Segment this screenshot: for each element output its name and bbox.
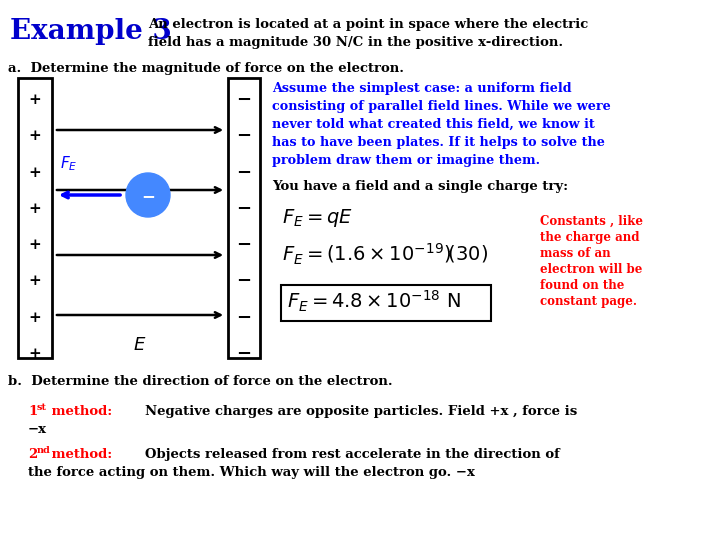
Circle shape (126, 173, 170, 217)
Text: $E$: $E$ (133, 336, 147, 354)
Bar (18, 78, 52, 358)
Text: Assume the simplest case: a uniform field: Assume the simplest case: a uniform fiel… (272, 82, 572, 95)
Text: method:: method: (47, 448, 112, 461)
Text: +: + (29, 93, 41, 107)
Text: 2: 2 (28, 448, 37, 461)
Text: +: + (29, 202, 41, 216)
Text: An electron is located at a point in space where the electric: An electron is located at a point in spa… (148, 18, 588, 31)
Text: has to have been plates. If it helps to solve the: has to have been plates. If it helps to … (272, 136, 605, 149)
Text: problem draw them or imagine them.: problem draw them or imagine them. (272, 154, 540, 167)
Text: +: + (29, 166, 41, 180)
Text: +: + (29, 238, 41, 252)
Bar (228, 78, 260, 358)
Text: $F_E = qE$: $F_E = qE$ (282, 207, 353, 229)
Text: −: − (236, 236, 251, 254)
Text: −: − (236, 345, 251, 363)
Text: +: + (29, 274, 41, 288)
Text: consisting of parallel field lines. While we were: consisting of parallel field lines. Whil… (272, 100, 611, 113)
Text: $F_E$: $F_E$ (60, 154, 78, 173)
Text: field has a magnitude 30 N/C in the positive x-direction.: field has a magnitude 30 N/C in the posi… (148, 36, 563, 49)
Text: −: − (236, 272, 251, 291)
Text: found on the: found on the (540, 279, 624, 292)
Text: You have a field and a single charge try:: You have a field and a single charge try… (272, 180, 568, 193)
Text: Example 3: Example 3 (10, 18, 172, 45)
Text: −: − (236, 91, 251, 109)
Bar (281, 285, 491, 321)
Text: the force acting on them. Which way will the electron go. −x: the force acting on them. Which way will… (28, 466, 475, 479)
Text: +: + (29, 129, 41, 143)
Text: $F_E = \left(1.6 \times 10^{-19}\right)\!\left(30\right)$: $F_E = \left(1.6 \times 10^{-19}\right)\… (282, 242, 488, 267)
Text: −: − (236, 164, 251, 181)
Text: b.  Determine the direction of force on the electron.: b. Determine the direction of force on t… (8, 375, 392, 388)
Text: Negative charges are opposite particles. Field +x , force is: Negative charges are opposite particles.… (145, 405, 577, 418)
Text: st: st (37, 403, 47, 412)
Text: −: − (141, 187, 155, 205)
Text: −: − (236, 127, 251, 145)
Text: −: − (236, 200, 251, 218)
Text: constant page.: constant page. (540, 295, 637, 308)
Text: $F_E = 4.8 \times 10^{-18}\ \mathrm{N}$: $F_E = 4.8 \times 10^{-18}\ \mathrm{N}$ (287, 289, 461, 314)
Text: −x: −x (28, 423, 47, 436)
Text: Constants , like: Constants , like (540, 215, 643, 228)
Text: −: − (236, 309, 251, 327)
Text: never told what created this field, we know it: never told what created this field, we k… (272, 118, 595, 131)
Text: 1: 1 (28, 405, 37, 418)
Text: nd: nd (37, 446, 51, 455)
Text: +: + (29, 347, 41, 361)
Text: the charge and: the charge and (540, 231, 639, 244)
Text: method:: method: (47, 405, 112, 418)
Text: +: + (29, 310, 41, 325)
Text: electron will be: electron will be (540, 263, 642, 276)
Text: Objects released from rest accelerate in the direction of: Objects released from rest accelerate in… (145, 448, 559, 461)
Text: a.  Determine the magnitude of force on the electron.: a. Determine the magnitude of force on t… (8, 62, 404, 75)
Text: mass of an: mass of an (540, 247, 611, 260)
